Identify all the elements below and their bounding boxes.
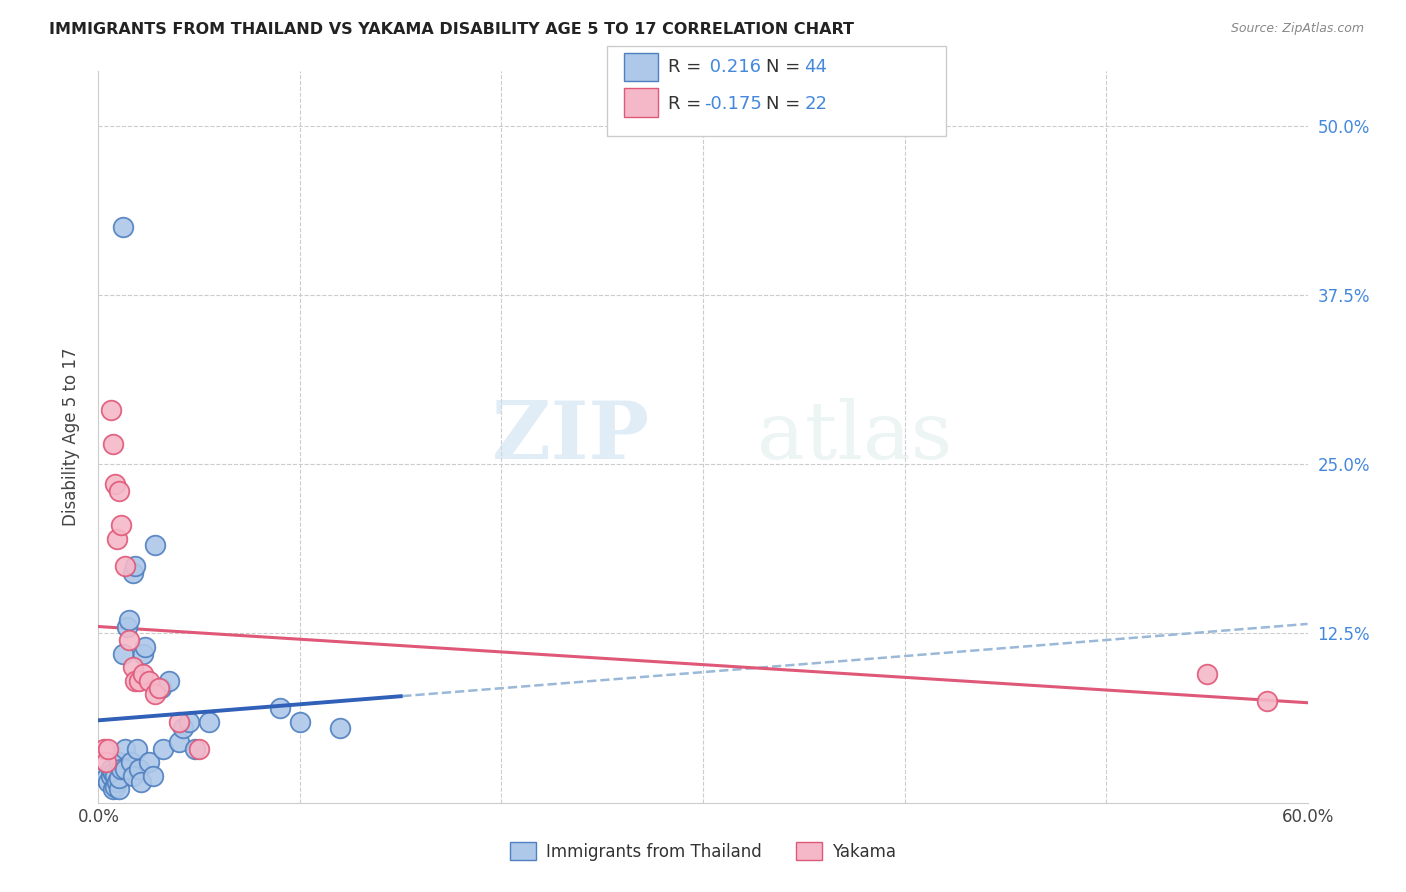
Point [188, 741, 211, 756]
Point [114, 762, 136, 776]
Point [148, 681, 170, 695]
Point [93, 741, 115, 756]
Point [179, 714, 201, 729]
Point [110, 518, 132, 533]
Point [148, 681, 170, 695]
Point [97, 775, 120, 789]
Point [107, 782, 129, 797]
Point [143, 538, 166, 552]
Point [107, 772, 129, 786]
Point [138, 673, 160, 688]
Y-axis label: Disability Age 5 to 17: Disability Age 5 to 17 [62, 348, 80, 526]
Point [103, 780, 125, 794]
Point [269, 701, 291, 715]
Point [100, 769, 122, 783]
Text: N =: N = [766, 58, 806, 76]
Point [172, 721, 194, 735]
Point [125, 741, 148, 756]
Text: R =: R = [668, 58, 707, 76]
Point [184, 741, 207, 756]
Point [124, 558, 146, 573]
Point [198, 714, 221, 729]
Point [96, 755, 118, 769]
Point [124, 673, 146, 688]
Point [114, 741, 136, 756]
Point [1256, 694, 1278, 708]
Point [143, 688, 166, 702]
Point [167, 735, 190, 749]
Point [142, 769, 165, 783]
Point [101, 766, 124, 780]
Point [132, 647, 155, 661]
Point [157, 673, 180, 688]
Point [103, 769, 125, 783]
Point [107, 755, 129, 769]
Point [96, 772, 118, 786]
Point [167, 714, 190, 729]
Text: R =: R = [668, 95, 707, 113]
Point [152, 741, 174, 756]
Point [101, 437, 124, 451]
Point [111, 220, 134, 235]
Text: Source: ZipAtlas.com: Source: ZipAtlas.com [1230, 22, 1364, 36]
Text: ZIP: ZIP [492, 398, 648, 476]
Point [128, 673, 150, 688]
Point [105, 775, 128, 789]
Point [121, 566, 143, 580]
Text: 22: 22 [804, 95, 827, 113]
Text: -0.175: -0.175 [704, 95, 762, 113]
Point [93, 769, 115, 783]
Point [115, 620, 138, 634]
Point [118, 633, 141, 648]
Point [149, 681, 172, 695]
Point [138, 755, 160, 769]
Point [288, 714, 311, 729]
Point [114, 558, 136, 573]
Point [103, 477, 125, 491]
Text: N =: N = [766, 95, 806, 113]
Point [134, 640, 156, 654]
Point [97, 741, 120, 756]
Point [128, 762, 150, 776]
Point [100, 403, 122, 417]
Point [132, 667, 155, 681]
Point [121, 660, 143, 674]
Point [100, 762, 122, 776]
Point [329, 721, 352, 735]
Point [105, 532, 128, 546]
Point [121, 769, 143, 783]
Text: IMMIGRANTS FROM THAILAND VS YAKAMA DISABILITY AGE 5 TO 17 CORRELATION CHART: IMMIGRANTS FROM THAILAND VS YAKAMA DISAB… [49, 22, 855, 37]
Text: atlas: atlas [758, 398, 952, 476]
Legend: Immigrants from Thailand, Yakama: Immigrants from Thailand, Yakama [503, 836, 903, 868]
Text: 44: 44 [804, 58, 827, 76]
Point [110, 762, 132, 776]
Text: 0.216: 0.216 [704, 58, 762, 76]
Point [120, 755, 142, 769]
Point [107, 484, 129, 499]
Point [129, 775, 152, 789]
Point [118, 613, 141, 627]
Point [101, 782, 124, 797]
Point [111, 647, 134, 661]
Point [1195, 667, 1218, 681]
